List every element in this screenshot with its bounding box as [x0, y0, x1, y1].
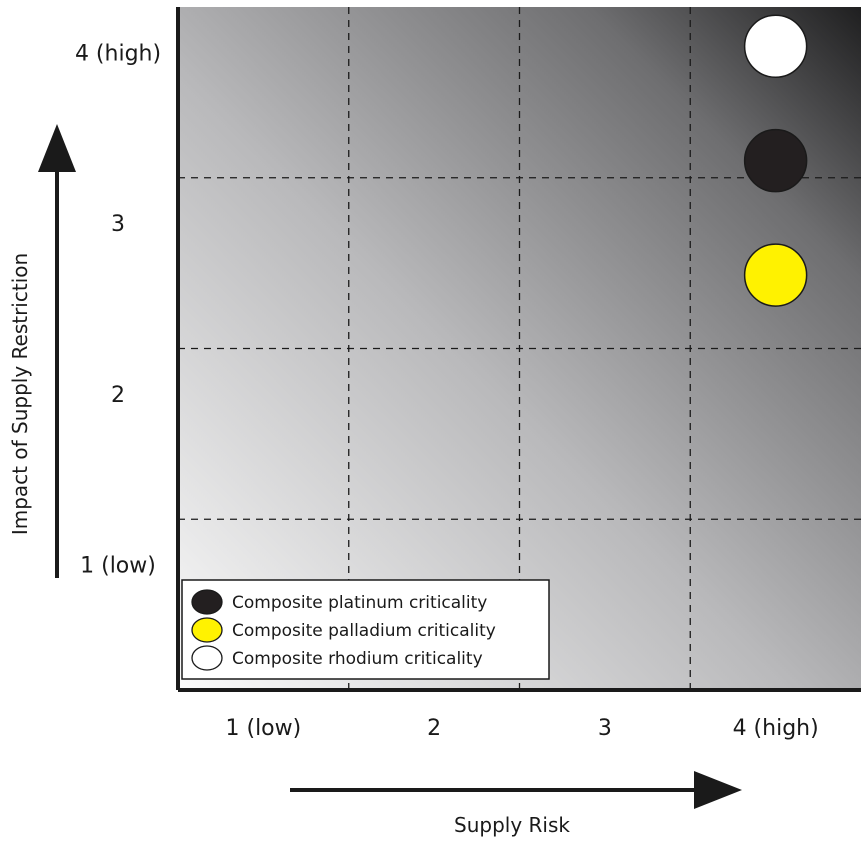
y-tick-label: 2	[111, 383, 125, 408]
x-axis-arrow	[290, 771, 742, 809]
y-axis-title: Impact of Supply Restriction	[8, 253, 32, 535]
x-tick-label: 4 (high)	[733, 716, 819, 741]
data-point	[743, 243, 808, 307]
x-tick-label: 2	[427, 716, 441, 741]
legend: Composite platinum criticality Composite …	[181, 579, 550, 680]
y-tick-label: 3	[111, 212, 125, 237]
data-points	[743, 14, 808, 307]
y-tick-labels: 1 (low) 2 3 4 (high)	[75, 41, 161, 578]
x-tick-label: 1 (low)	[226, 716, 302, 741]
legend-marker	[191, 645, 223, 671]
data-point	[743, 14, 808, 79]
x-tick-label: 3	[598, 716, 612, 741]
x-tick-labels: 1 (low) 2 3 4 (high)	[226, 716, 819, 741]
y-tick-label: 4 (high)	[75, 41, 161, 66]
grid-lines	[178, 7, 861, 690]
legend-marker	[191, 617, 223, 643]
data-point	[743, 128, 808, 193]
x-axis-title: Supply Risk	[454, 813, 570, 837]
legend-box	[181, 579, 550, 680]
legend-label: Composite platinum criticality	[232, 593, 487, 613]
legend-label: Composite palladium criticality	[232, 621, 496, 641]
legend-label: Composite rhodium criticality	[232, 649, 483, 669]
y-axis-arrow	[38, 124, 76, 578]
legend-marker	[191, 589, 223, 615]
y-tick-label: 1 (low)	[80, 554, 156, 579]
